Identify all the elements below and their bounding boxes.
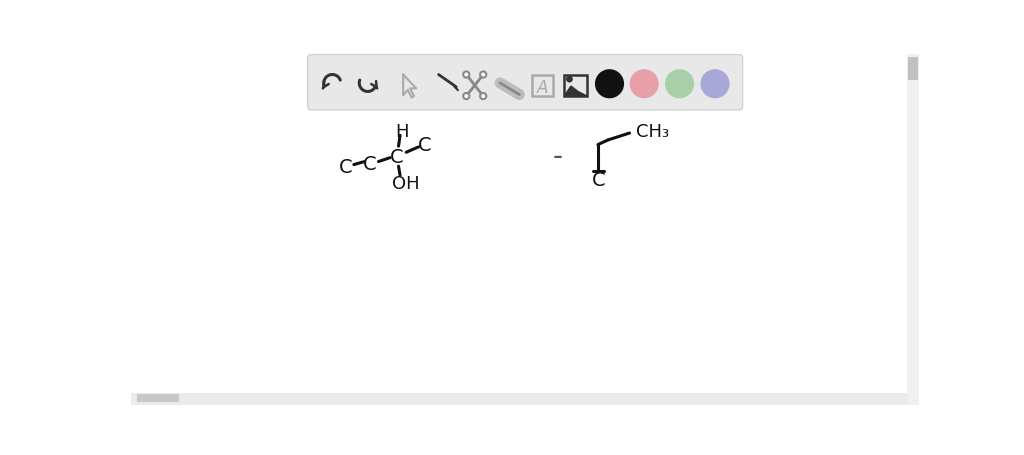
Bar: [131, 393, 906, 405]
Circle shape: [463, 72, 469, 78]
Text: C: C: [364, 155, 377, 174]
Text: C: C: [592, 170, 605, 189]
Circle shape: [596, 71, 624, 98]
Polygon shape: [564, 87, 587, 97]
Circle shape: [701, 71, 729, 98]
Circle shape: [480, 72, 486, 78]
Circle shape: [480, 94, 486, 100]
Circle shape: [666, 71, 693, 98]
Bar: [906, 55, 920, 405]
Text: C: C: [389, 147, 403, 166]
Bar: [531, 76, 553, 97]
FancyBboxPatch shape: [307, 56, 742, 111]
Bar: [564, 76, 587, 97]
Text: H: H: [395, 122, 409, 141]
Circle shape: [566, 77, 572, 83]
Circle shape: [463, 94, 469, 100]
Text: C: C: [418, 136, 431, 155]
Circle shape: [631, 71, 658, 98]
Text: C: C: [339, 158, 353, 177]
Text: A: A: [537, 79, 548, 96]
Bar: [137, 394, 179, 402]
Text: CH₃: CH₃: [636, 122, 669, 141]
Text: OH: OH: [391, 175, 419, 192]
Bar: [908, 58, 918, 81]
Text: -: -: [553, 143, 563, 171]
